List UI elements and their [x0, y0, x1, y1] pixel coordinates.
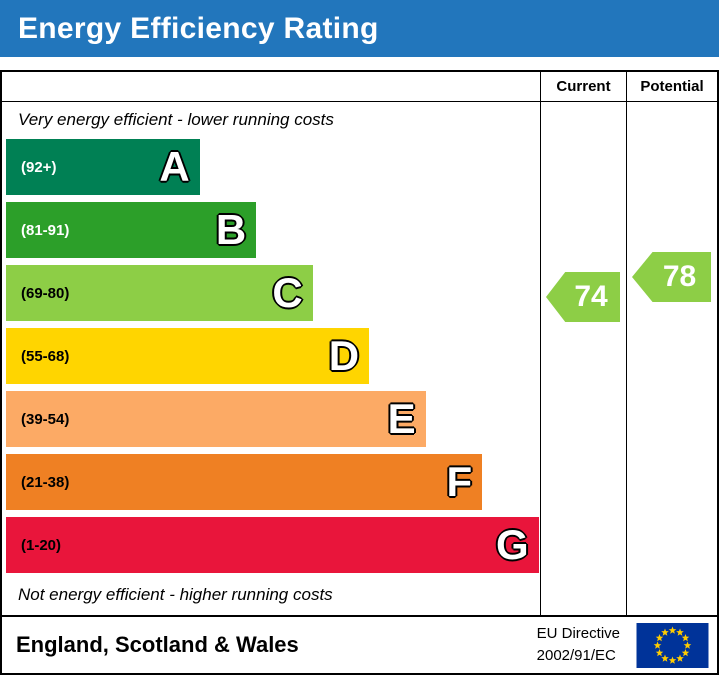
- band-range-c: (69-80): [21, 284, 70, 302]
- band-row-g: (1-20) G: [2, 517, 540, 580]
- potential-rating-arrow: 78: [632, 252, 711, 302]
- band-row-e: (39-54) E: [2, 391, 540, 454]
- band-letter-a: A: [159, 143, 190, 190]
- band-range-a: (92+): [21, 158, 57, 176]
- page-title: Energy Efficiency Rating: [18, 11, 379, 45]
- band-bar-b: (81-91) B: [6, 202, 257, 258]
- band-bar-a: (92+) A: [6, 139, 200, 195]
- band-row-c: (69-80) C: [2, 265, 540, 328]
- band-range-d: (55-68): [21, 347, 70, 365]
- current-rating-column: 74: [540, 102, 626, 615]
- band-letter-g: G: [495, 521, 529, 568]
- band-bar-d: (55-68) D: [6, 328, 370, 384]
- current-column-header: Current: [540, 72, 626, 102]
- eu-directive-label: EU Directive 2002/91/EC: [537, 623, 620, 667]
- chart-header-spacer: [2, 72, 540, 102]
- band-range-b: (81-91): [21, 221, 70, 239]
- band-range-g: (1-20): [21, 536, 62, 554]
- band-letter-b: B: [215, 206, 247, 253]
- bottom-note: Not energy efficient - higher running co…: [18, 585, 333, 604]
- eu-directive-line1: EU Directive: [536, 625, 620, 643]
- eu-directive-line2: 2002/91/EC: [536, 647, 616, 664]
- title-bar: Energy Efficiency Rating: [0, 0, 719, 57]
- band-row-b: (81-91) B: [2, 202, 540, 265]
- band-range-f: (21-38): [21, 473, 70, 491]
- band-letter-d: D: [328, 332, 360, 379]
- band-bar-f: (21-38) F: [6, 454, 483, 510]
- potential-rating-value: 78: [662, 260, 697, 293]
- band-range-e: (39-54): [21, 410, 70, 428]
- potential-column-header: Potential: [626, 72, 717, 102]
- footer: England, Scotland & Wales EU Directive 2…: [0, 617, 719, 675]
- band-letter-e: E: [387, 395, 416, 442]
- bands-area: Very energy efficient - lower running co…: [2, 102, 540, 615]
- top-note: Very energy efficient - lower running co…: [18, 110, 334, 129]
- current-rating-value: 74: [574, 280, 608, 313]
- band-bar-g: (1-20) G: [6, 517, 539, 573]
- eu-flag-icon: [636, 622, 709, 668]
- band-bar-c: (69-80) C: [6, 265, 313, 321]
- band-row-a: (92+) A: [2, 139, 540, 202]
- current-rating-arrow: 74: [546, 272, 620, 322]
- band-letter-f: F: [446, 458, 473, 505]
- band-bar-e: (39-54) E: [6, 391, 426, 447]
- potential-rating-column: 78: [626, 102, 717, 615]
- band-row-f: (21-38) F: [2, 454, 540, 517]
- band-letter-c: C: [272, 269, 303, 316]
- region-label: England, Scotland & Wales: [16, 632, 299, 657]
- band-row-d: (55-68) D: [2, 328, 540, 391]
- rating-chart: Current Potential Very energy efficient …: [0, 70, 719, 617]
